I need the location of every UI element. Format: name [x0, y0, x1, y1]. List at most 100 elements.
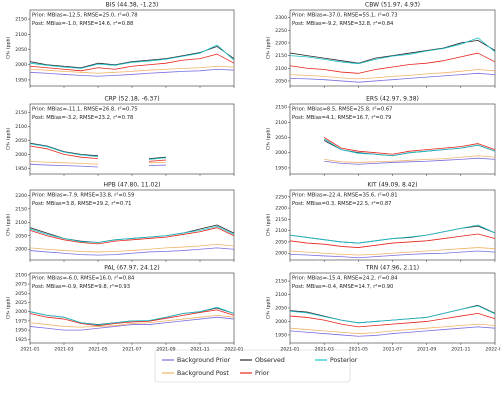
y-tick-label: 2100 — [15, 124, 27, 130]
annotation: Post: MBias=0.3, RMSE=22.5, r²=0.87 — [292, 201, 391, 207]
y-tick-label: 2050 — [15, 233, 27, 239]
panel-title: KIT (49.09, 8.42) — [367, 182, 417, 189]
y-tick-label: 2075 — [15, 282, 27, 288]
annotation: Post: MBias=-3.2, RMSE=23.2, r²=0.78 — [32, 115, 133, 121]
annotation: Prior: MBias=-6.0, RMSE=16.0, r²=0.84 — [32, 276, 135, 282]
annotation: Prior: MBias=-12.5, RMSE=25.0, r²=0.78 — [32, 13, 138, 19]
series-line — [29, 316, 235, 331]
series-line — [29, 243, 235, 253]
y-tick-label: 2000 — [275, 319, 287, 325]
y-tick-label: 1950 — [275, 332, 287, 338]
panel-title: ERS (42.97, 9.38) — [366, 96, 419, 103]
x-tick-label: 2021-01 — [20, 347, 39, 353]
y-tick-label: 2050 — [15, 138, 27, 144]
series-line — [289, 225, 496, 244]
y-tick-label: 2100 — [275, 120, 287, 126]
y-tick-label: 2025 — [15, 300, 27, 306]
y-tick-label: 2000 — [275, 251, 287, 257]
y-tick-label: 2250 — [275, 28, 287, 34]
panel-title: CBW (51.97, 4.93) — [365, 2, 420, 9]
annotation: Prior: MBias=-15.4, RMSE=24.2, r²=0.84 — [292, 276, 398, 282]
annotation: Post: MBias=4.1, RMSE=16.7, r²=0.79 — [292, 115, 391, 121]
series-line — [323, 137, 496, 155]
series-line — [29, 53, 235, 72]
y-tick-label: 2150 — [15, 206, 27, 212]
series-line — [29, 247, 235, 256]
series-line — [289, 323, 496, 334]
y-tick-label: 2100 — [15, 272, 27, 278]
series-line — [323, 138, 496, 157]
series-line — [289, 312, 496, 328]
legend-label: Background Prior — [177, 357, 231, 364]
y-tick-label: 2150 — [15, 17, 27, 23]
series-line — [289, 233, 496, 248]
series-line — [324, 155, 496, 163]
y-tick-label: 2150 — [275, 53, 287, 59]
y-tick-label: 2100 — [275, 66, 287, 72]
series-line — [29, 225, 235, 243]
panel-title: TRN (47.96, 2.11) — [365, 265, 419, 272]
y-tick-label: 2250 — [275, 194, 287, 200]
x-tick-label: 2021-05 — [88, 347, 107, 353]
annotation: Prior: MBias=-7.9, RMSE=33.8, r²=0.59 — [32, 193, 134, 199]
legend-label: Observed — [255, 357, 285, 364]
y-tick-label: 2150 — [275, 217, 287, 223]
series-line — [29, 44, 235, 69]
x-tick-label: 2021-09 — [417, 347, 436, 353]
y-tick-label: 2050 — [275, 239, 287, 245]
panel-title: BIS (44.38, -1.23) — [106, 2, 159, 9]
y-tick-label: 2150 — [275, 105, 287, 111]
y-axis-label: CH₄ (ppb) — [266, 214, 272, 237]
y-tick-label: 2150 — [15, 110, 27, 116]
annotation: Prior: MBias=-11.1, RMSE=26.8, r²=0.75 — [32, 107, 138, 113]
y-tick-label: 2100 — [275, 228, 287, 234]
y-tick-label: 2050 — [275, 306, 287, 312]
series-line — [289, 69, 496, 80]
series-line — [29, 306, 235, 326]
legend-label: Posterior — [330, 357, 358, 364]
legend-label: Background Post — [177, 370, 229, 377]
y-tick-label: 1950 — [15, 166, 27, 172]
annotation: Post: MBias=3.8, RMSE=29.2, r²=0.71 — [32, 201, 131, 207]
y-tick-label: 2000 — [15, 62, 27, 68]
y-axis-label: CH₄ (ppb) — [6, 128, 12, 151]
series-line — [29, 227, 235, 245]
series-line — [289, 326, 496, 337]
y-tick-label: 2050 — [15, 47, 27, 53]
y-axis-label: CH₄ (ppb) — [266, 37, 272, 60]
annotation: Post: MBias=-0.9, RMSE=9.8, r²=0.93 — [32, 284, 130, 290]
y-tick-label: 2050 — [275, 135, 287, 141]
x-tick-label: 2021-05 — [349, 347, 368, 353]
x-tick-label: 2021-11 — [451, 347, 470, 353]
y-tick-label: 1950 — [15, 77, 27, 83]
y-tick-label: 2000 — [275, 150, 287, 156]
x-tick-label: 2021-07 — [122, 347, 141, 353]
x-tick-label: 2022-01 — [224, 347, 243, 353]
y-axis-label: CH₄ (ppb) — [266, 297, 272, 320]
series-line — [29, 145, 167, 162]
x-tick-label: 2021-01 — [280, 347, 299, 353]
x-tick-label: 2022-01 — [485, 347, 500, 353]
y-tick-label: 1925 — [15, 337, 27, 343]
series-line — [29, 65, 235, 74]
series-line — [29, 143, 167, 160]
series-line — [289, 250, 496, 259]
panel-title: HPB (47.80, 11.02) — [103, 182, 160, 189]
y-axis-label: CH₄ (ppb) — [6, 297, 12, 320]
panel-title: CRP (52.18, -6.37) — [104, 96, 159, 103]
annotation: Post: MBias=-0.4, RMSE=14.7, r²=0.90 — [292, 284, 393, 290]
y-tick-label: 1950 — [275, 165, 287, 171]
y-tick-label: 2100 — [15, 220, 27, 226]
panel-title: PAL (67.97, 24.12) — [104, 265, 159, 272]
y-axis-label: CH₄ (ppb) — [266, 128, 272, 151]
x-tick-label: 2021-07 — [383, 347, 402, 353]
series-line — [29, 309, 235, 327]
series-line — [289, 72, 496, 83]
series-line — [29, 68, 235, 77]
series-line — [289, 40, 496, 64]
y-axis-label: CH₄ (ppb) — [6, 37, 12, 60]
y-tick-label: 1950 — [15, 328, 27, 334]
series-line — [29, 161, 167, 165]
annotation: Post: MBias=-9.2, RMSE=32.8, r²=0.84 — [292, 21, 394, 27]
